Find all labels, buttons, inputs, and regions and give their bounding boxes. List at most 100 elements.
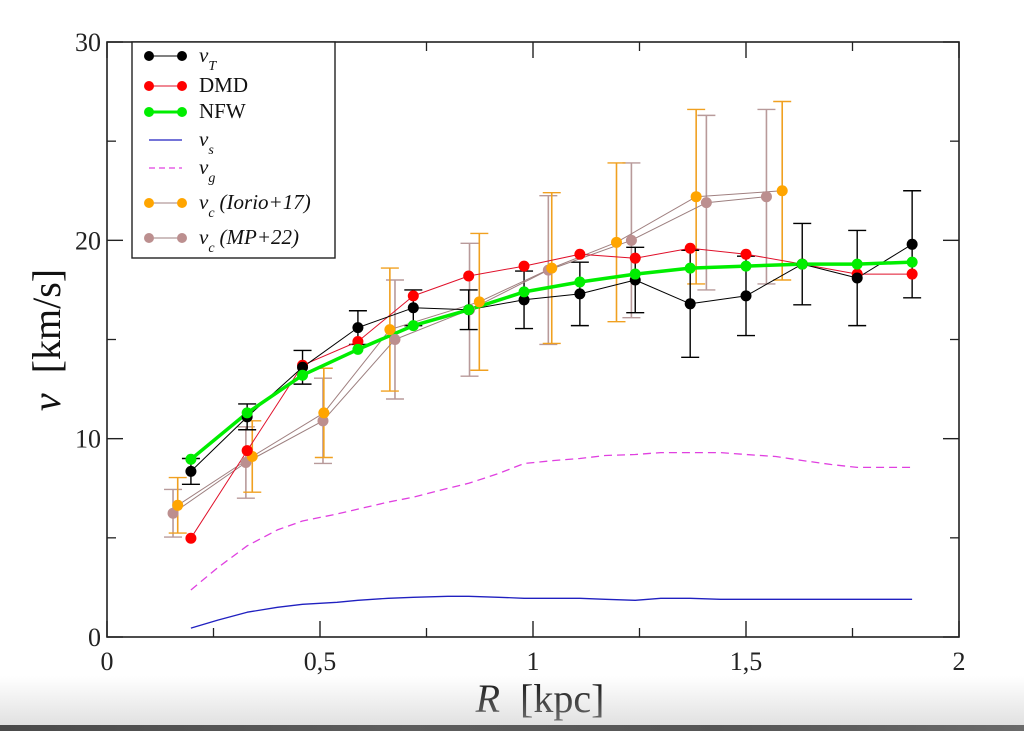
x-tick-label: 2	[953, 647, 966, 676]
v-c-iorio-17-point	[690, 191, 702, 203]
dmd-point	[407, 290, 419, 302]
dmd-point	[185, 532, 197, 544]
legend-box	[131, 41, 336, 259]
v-c-iorio-17-point	[546, 262, 558, 274]
nfw-point	[241, 407, 253, 419]
y-tick-label: 20	[75, 226, 101, 255]
v-c-mp-22-point	[317, 415, 329, 427]
legend-label-symbol: v	[199, 43, 209, 67]
legend-label: vT	[199, 43, 217, 74]
nfw-point	[352, 343, 364, 355]
legend-label: NFW	[199, 99, 246, 123]
v-t-point	[684, 298, 696, 310]
legend-label: vs	[199, 127, 214, 158]
legend-label-subscript: c	[208, 241, 215, 256]
y-axis-symbol: v	[24, 393, 69, 411]
legend-swatch-marker	[144, 81, 154, 91]
legend-swatch-marker	[177, 81, 187, 91]
v-c-mp-22-point	[700, 197, 712, 209]
nfw-point	[740, 260, 752, 272]
v-t-point	[407, 302, 419, 314]
legend-item-dmd: DMD	[144, 73, 248, 97]
legend-swatch-marker	[177, 233, 187, 243]
nfw-line	[189, 260, 913, 461]
legend-label-symbol: v	[199, 225, 209, 249]
v-c-iorio-17-point	[384, 324, 396, 336]
dmd-point	[463, 270, 475, 282]
legend-item-v-g: vg	[149, 155, 215, 186]
legend-label-symbol: v	[199, 155, 209, 179]
v-t-point	[352, 322, 364, 334]
legend-item-nfw: NFW	[144, 99, 246, 123]
nfw-point	[629, 268, 641, 280]
nfw-point	[463, 304, 475, 316]
dmd-point	[574, 248, 586, 260]
legend-swatch-marker	[177, 107, 187, 117]
x-axis-unit: [kpc]	[520, 676, 604, 721]
legend-label-suffix: (MP+22)	[220, 225, 299, 249]
nfw-point	[851, 258, 863, 270]
x-tick-label: 1,5	[730, 647, 763, 676]
v-c-mp-22-point	[389, 334, 401, 345]
y-tick-label: 10	[75, 425, 101, 454]
nfw-point	[574, 276, 586, 288]
v-t-point	[297, 361, 309, 373]
dmd-point	[684, 242, 696, 254]
v-s-line	[190, 595, 913, 629]
nfw-point	[684, 262, 696, 274]
legend-label-subscript: c	[208, 206, 215, 221]
v-c-iorio-17-point	[776, 185, 788, 197]
dmd-point	[241, 445, 253, 457]
nfw-point	[906, 256, 918, 268]
v-t-point	[185, 465, 197, 477]
legend-label-subscript: g	[208, 171, 215, 186]
x-tick-label: 0	[101, 647, 114, 676]
legend-label: DMD	[199, 73, 248, 97]
y-tick-label: 30	[75, 28, 101, 57]
legend-label-symbol: v	[199, 127, 209, 151]
dmd-point	[740, 248, 752, 260]
v-c-iorio-17-point	[318, 407, 330, 419]
legend-label-suffix: (Iorio+17)	[220, 190, 311, 214]
v-t-point	[851, 272, 863, 284]
legend-label: vc (Iorio+17)	[199, 190, 311, 221]
legend-swatch-marker	[144, 51, 154, 61]
legend-swatch-marker	[144, 233, 154, 243]
x-axis-symbol: R	[475, 676, 500, 721]
legend-swatch-marker	[177, 198, 187, 208]
legend-item-v-c-mp-22: vc (MP+22)	[144, 225, 299, 256]
dmd-line	[190, 247, 913, 539]
v-t-point	[906, 238, 918, 250]
v-c-iorio-17-point	[473, 296, 485, 308]
axis-ticks	[106, 41, 960, 638]
v-c-iorio-17-point	[610, 236, 622, 248]
legend-label: vg	[199, 155, 215, 186]
legend-swatch-marker	[177, 51, 187, 61]
dmd-point	[352, 335, 364, 347]
v-c-mp-22-point	[625, 234, 637, 246]
legend-label-subscript: s	[208, 143, 214, 158]
y-axis-label: v [km/s]	[24, 269, 69, 411]
legend-label-subscript: T	[208, 59, 217, 74]
v-c-mp-22-point	[167, 507, 179, 519]
legend-swatch-marker	[144, 198, 154, 208]
v-t-point	[574, 288, 586, 300]
x-axis-label: R [kpc]	[475, 676, 605, 721]
dmd-point	[629, 252, 641, 264]
x-tick-label: 0,5	[304, 647, 337, 676]
legend-label: vc (MP+22)	[199, 225, 299, 256]
v-t-point	[518, 294, 530, 306]
dmd-point	[518, 260, 530, 272]
x-tick-label: 1	[527, 647, 540, 676]
screen-bottom-bar	[0, 725, 1024, 731]
legend-label-symbol: v	[199, 190, 209, 214]
v-t-line	[190, 243, 913, 472]
v-c-iorio-17-point	[172, 499, 184, 511]
v-c-mp-22-point	[760, 191, 772, 203]
legend-item-v-s: vs	[149, 127, 214, 158]
y-tick-label: 0	[88, 623, 101, 652]
dmd-point	[906, 268, 918, 280]
